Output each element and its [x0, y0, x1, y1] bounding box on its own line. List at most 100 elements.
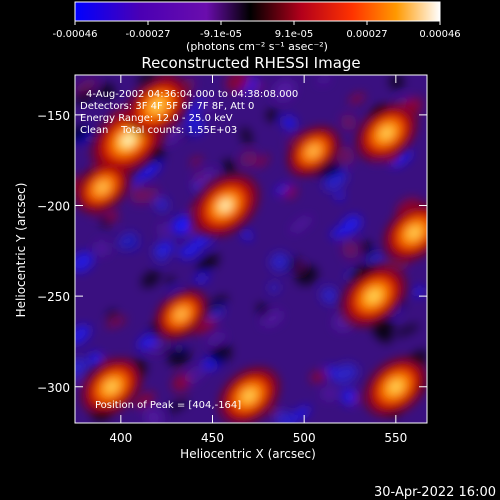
texture-blob: [268, 282, 280, 293]
texture-blob: [144, 408, 163, 423]
colorbar-tick-label: -0.00027: [126, 29, 171, 40]
peak-position-label: Position of Peak = [404,-164]: [95, 400, 241, 411]
chart-title: Reconstructed RHESSI Image: [141, 54, 360, 72]
texture-blob: [75, 78, 99, 93]
x-axis: 400 450 500 550: [109, 75, 407, 445]
texture-blob: [141, 270, 161, 288]
texture-blob: [377, 326, 392, 344]
texture-blob: [167, 398, 188, 413]
texture-blob: [75, 125, 90, 143]
bright-source: [369, 291, 379, 301]
texture-blob: [75, 324, 91, 345]
texture-blob: [367, 253, 385, 264]
texture-blob: [196, 253, 220, 272]
texture-blob: [340, 388, 358, 406]
y-axis-label: Heliocentric Y (arcsec): [14, 183, 28, 318]
x-axis-label: Heliocentric X (arcsec): [180, 447, 316, 461]
texture-blob: [326, 365, 337, 378]
texture-blob: [167, 347, 191, 367]
footer-timestamp: 30-Apr-2022 16:00: [374, 485, 496, 500]
colorbar-tick-label: -0.00046: [53, 29, 98, 40]
bright-source: [220, 200, 231, 211]
texture-blob: [266, 108, 279, 122]
texture-blob: [178, 242, 201, 259]
x-tick-label: 500: [293, 431, 316, 445]
annotation-detectors: Detectors: 3F 4F 5F 6F 7F 8F, Att 0: [80, 101, 254, 112]
texture-blob: [172, 215, 197, 234]
texture-blob: [335, 191, 344, 201]
texture-blob: [207, 332, 226, 347]
texture-blob: [285, 257, 301, 272]
colorbar-unit-label: (photons cm⁻² s⁻¹ asec⁻²): [186, 40, 328, 53]
texture-blob: [202, 307, 225, 320]
texture-blob: [185, 115, 205, 135]
texture-blob: [341, 240, 359, 259]
bright-source: [382, 128, 392, 138]
texture-blob: [137, 334, 158, 350]
texture-blob: [273, 79, 296, 101]
bright-source: [152, 101, 163, 111]
texture-blob: [154, 197, 169, 212]
texture-blob: [106, 309, 117, 319]
bright-source: [244, 391, 254, 400]
texture-blob: [275, 410, 293, 423]
y-axis: −150 −200 −250 −300: [37, 109, 427, 395]
texture-blob: [348, 93, 365, 105]
texture-blob: [193, 169, 218, 189]
bright-source: [122, 135, 134, 146]
texture-blob: [318, 75, 330, 85]
annotation-counts: Clean Total counts: 1.55E+03: [80, 125, 237, 136]
texture-blob: [320, 286, 338, 305]
texture-blob: [153, 244, 168, 262]
texture-blob: [98, 83, 115, 100]
texture-blob: [389, 149, 413, 168]
colorbar-tick-label: 0.00046: [419, 29, 460, 40]
texture-blob: [360, 241, 375, 258]
texture-blob: [310, 370, 326, 384]
bright-source: [177, 310, 186, 318]
texture-blob: [95, 241, 109, 256]
texture-blob: [254, 155, 270, 168]
texture-blob: [182, 104, 199, 117]
texture-blob: [239, 150, 258, 167]
texture-blob: [89, 351, 106, 369]
bright-source: [107, 382, 117, 391]
texture-blob: [138, 187, 159, 203]
texture-blob: [137, 75, 158, 84]
colorbar-tick-label: 0.00027: [346, 29, 387, 40]
texture-blob: [193, 172, 204, 182]
texture-blob: [118, 232, 137, 250]
x-tick-label: 400: [109, 431, 132, 445]
bright-source: [409, 228, 419, 237]
y-tick-label: −150: [37, 109, 70, 123]
texture-blob: [270, 252, 290, 272]
texture-blob: [341, 214, 362, 234]
texture-blob: [322, 386, 337, 401]
plot-frame: [74, 74, 428, 424]
texture-blob: [100, 213, 110, 228]
bright-source: [391, 382, 401, 392]
texture-blob: [389, 75, 404, 89]
texture-blob: [204, 99, 216, 111]
texture-blob: [75, 251, 94, 273]
texture-blob: [193, 274, 210, 284]
bright-source: [98, 183, 107, 192]
colorbar-gradient: [74, 1, 441, 22]
heatmap-plot: [75, 75, 427, 423]
heatmap-sources: [75, 76, 427, 423]
texture-blob: [274, 183, 291, 195]
texture-blob: [394, 324, 420, 337]
y-tick-label: −250: [37, 290, 70, 304]
texture-blob: [162, 124, 186, 144]
texture-blob: [138, 160, 162, 180]
bright-source: [309, 147, 318, 155]
texture-blob: [261, 310, 283, 327]
texture-blob: [209, 344, 232, 364]
colorbar-ticks: -0.00046 -0.00027 -9.1e-05 9.1e-05 0.00027 0.…: [53, 21, 461, 40]
annotation-time: 4-Aug-2002 04:36:04.000 to 04:38:08.000: [86, 89, 298, 100]
annotation-energy: Energy Range: 12.0 - 25.0 keV: [80, 113, 233, 124]
texture-blob: [335, 145, 355, 166]
texture-blob: [105, 209, 118, 222]
colorbar-tick-label: -9.1e-05: [200, 29, 242, 40]
texture-blob: [158, 223, 171, 237]
